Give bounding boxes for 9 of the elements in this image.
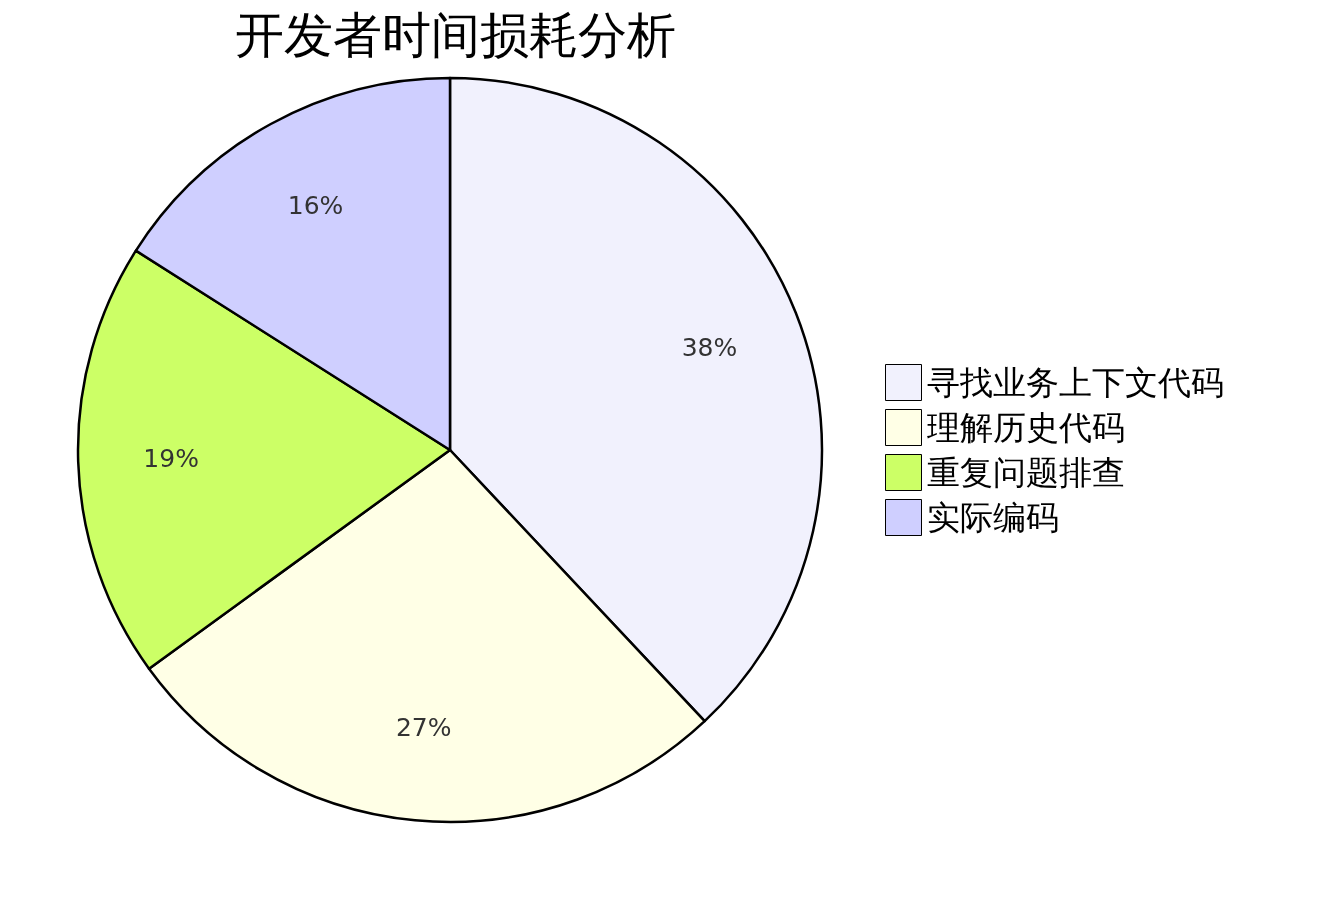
data-label: 38% — [681, 332, 738, 362]
legend-label: 实际编码 — [926, 498, 1059, 537]
data-label: 27% — [395, 713, 452, 743]
legend-label: 重复问题排查 — [926, 453, 1125, 492]
chart-title: 开发者时间损耗分析 — [234, 7, 676, 64]
data-label: 19% — [143, 444, 199, 474]
data-label: 16% — [287, 191, 344, 221]
legend-label: 理解历史代码 — [926, 408, 1125, 447]
legend-label: 寻找业务上下文代码 — [926, 363, 1224, 402]
